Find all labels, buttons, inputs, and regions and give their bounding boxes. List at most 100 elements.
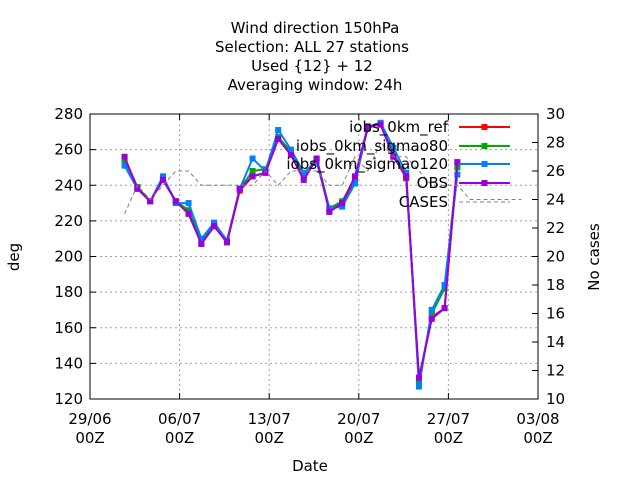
title-line-4: Averaging window: 24h: [228, 76, 403, 94]
y2-tick-label: 14: [546, 333, 565, 351]
data-point: [147, 198, 154, 205]
title-line-1: Wind direction 150hPa: [231, 19, 400, 37]
y-tick-label: 180: [54, 283, 83, 301]
y2-tick-label: 10: [546, 390, 565, 408]
x-axis-ticks: 29/0600Z06/0700Z13/0700Z20/0700Z27/0700Z…: [68, 114, 560, 447]
series-OBS: [121, 121, 461, 381]
x-tick-label-date: 29/06: [68, 410, 111, 428]
data-point: [403, 173, 410, 180]
data-point: [249, 173, 256, 180]
data-point: [454, 171, 461, 178]
x-tick-label-hour: 00Z: [523, 429, 552, 447]
y2-tick-label: 22: [546, 219, 565, 237]
data-point: [172, 198, 179, 205]
y2-tick-label: 12: [546, 362, 565, 380]
y2-axis-ticks: 10 12 14 16 18 20 22 24 26 28 30: [532, 105, 565, 408]
data-point: [313, 155, 320, 162]
data-point: [223, 239, 230, 246]
data-point: [159, 176, 166, 183]
data-point: [300, 176, 307, 183]
data-point: [300, 169, 307, 176]
series-CASES: [124, 141, 522, 215]
data-point: [198, 241, 205, 248]
x-tick-label-hour: 00Z: [434, 429, 463, 447]
legend-label: OBS: [417, 174, 448, 192]
y2-tick-label: 24: [546, 191, 565, 209]
x-tick-label-date: 03/08: [516, 410, 559, 428]
y2-tick-label: 28: [546, 134, 565, 152]
data-point: [198, 235, 205, 242]
data-point: [185, 207, 192, 214]
x-tick-label-date: 20/07: [337, 410, 380, 428]
data-point: [364, 123, 371, 130]
data-point: [390, 144, 397, 151]
data-point: [403, 169, 410, 176]
data-point: [441, 305, 448, 312]
legend-label: iobs_0km_sigmao120: [286, 155, 448, 174]
y2-axis-title: No cases: [585, 223, 603, 291]
x-tick-label-date: 13/07: [248, 410, 291, 428]
y2-tick-label: 20: [546, 248, 565, 266]
x-tick-label-date: 27/07: [427, 410, 470, 428]
x-tick-label-date: 06/07: [158, 410, 201, 428]
y-tick-label: 280: [54, 105, 83, 123]
y-axis-ticks: 120 140 160 180 200 220 240 260 280: [54, 105, 96, 408]
title-line-2: Selection: ALL 27 stations: [215, 38, 409, 56]
y-tick-label: 120: [54, 390, 83, 408]
data-point: [415, 383, 422, 390]
x-tick-label-hour: 00Z: [75, 429, 104, 447]
legend-marker: [481, 180, 488, 186]
data-point: [428, 315, 435, 322]
legend-marker: [481, 161, 488, 167]
series-line: [124, 141, 522, 215]
legend-marker: [481, 143, 488, 149]
data-point: [121, 157, 128, 164]
chart-title: Wind direction 150hPa Selection: ALL 27 …: [215, 19, 409, 94]
data-point: [339, 200, 346, 207]
data-point: [441, 285, 448, 292]
data-point: [159, 173, 166, 180]
data-point: [134, 185, 141, 192]
y-tick-label: 140: [54, 354, 83, 372]
legend-label: iobs_0km_ref: [349, 118, 449, 137]
data-point: [236, 185, 243, 192]
data-point: [249, 168, 256, 174]
y-tick-label: 220: [54, 212, 83, 230]
legend-label: iobs_0km_sigmao80: [296, 137, 448, 156]
legend: iobs_0km_refiobs_0km_sigmao80iobs_0km_si…: [286, 118, 510, 211]
data-point: [275, 127, 282, 134]
y-tick-label: 260: [54, 141, 83, 159]
y-axis-title: deg: [5, 243, 23, 271]
data-point: [262, 169, 269, 176]
data-point: [454, 159, 461, 166]
data-point: [441, 282, 448, 288]
data-point: [326, 208, 333, 215]
data-point: [351, 173, 358, 180]
data-point: [121, 162, 128, 169]
data-point: [249, 155, 256, 162]
legend-label: CASES: [399, 193, 448, 211]
data-point: [390, 150, 397, 157]
x-tick-label-hour: 00Z: [344, 429, 373, 447]
y2-tick-label: 30: [546, 105, 565, 123]
data-point: [287, 146, 294, 153]
data-point: [351, 180, 358, 187]
y2-tick-label: 16: [546, 305, 565, 323]
data-point: [211, 219, 218, 226]
series-layer: [121, 119, 522, 390]
data-point: [211, 223, 218, 230]
data-point: [121, 153, 128, 160]
data-point: [275, 135, 282, 142]
data-point: [287, 151, 294, 158]
data-point: [339, 203, 346, 210]
y2-tick-label: 26: [546, 162, 565, 180]
y2-tick-label: 18: [546, 276, 565, 294]
y-tick-label: 200: [54, 248, 83, 266]
y-tick-label: 160: [54, 319, 83, 337]
x-tick-label-hour: 00Z: [165, 429, 194, 447]
data-point: [185, 200, 192, 207]
title-line-3: Used {12} + 12: [251, 57, 373, 75]
data-point: [377, 121, 384, 128]
legend-marker: [481, 124, 488, 130]
